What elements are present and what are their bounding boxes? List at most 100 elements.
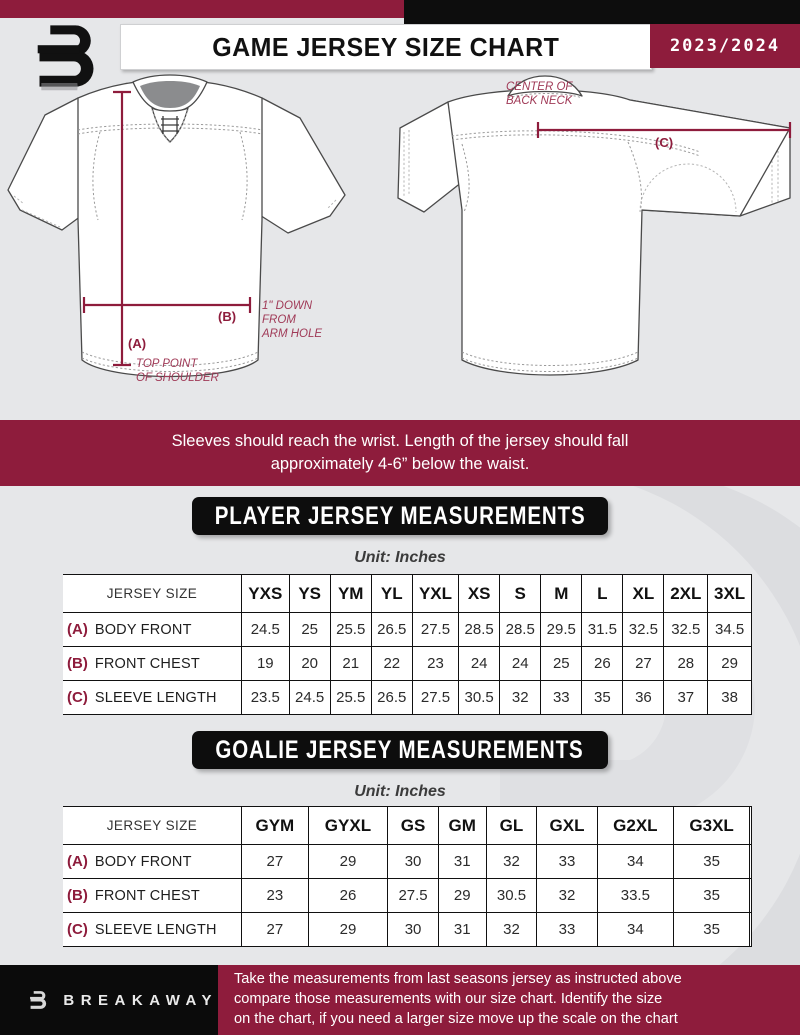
note-line-1: Sleeves should reach the wrist. Length o… bbox=[171, 431, 629, 450]
column-header-ym: YM bbox=[329, 574, 372, 613]
measurement-cell: 27 bbox=[622, 646, 665, 681]
measurement-cell: 28 bbox=[663, 646, 709, 681]
column-header-yl: YL bbox=[370, 574, 413, 613]
measurement-cell: 32.5 bbox=[663, 612, 709, 647]
table-header-row: JERSEY SIZE GYM GYXL GS GM GL GXL G2XL G3XL bbox=[63, 806, 752, 845]
top-accent-black bbox=[404, 0, 800, 18]
row-marker: (C) bbox=[67, 689, 88, 706]
goalie-unit-label: Unit: Inches bbox=[354, 783, 446, 800]
column-header-gym: GYM bbox=[241, 806, 309, 845]
goalie-section-heading-text: GOALIE JERSEY MEASUREMENTS bbox=[215, 735, 585, 764]
measurement-cell: 34.5 bbox=[707, 612, 752, 647]
season-badge: 2023/2024 bbox=[650, 24, 800, 68]
player-unit-label: Unit: Inches bbox=[354, 549, 446, 566]
measurement-cell: 30.5 bbox=[485, 878, 538, 913]
table-row: (B) FRONT CHEST 19 20 21 22 23 24 24 25 26 27 28 29 bbox=[63, 646, 752, 681]
measurement-cell: 28.5 bbox=[458, 612, 501, 647]
callout-b-label: (B) bbox=[218, 309, 236, 324]
callout-a-note-line2: OF SHOULDER bbox=[136, 372, 219, 384]
measurement-cell: 31.5 bbox=[581, 612, 624, 647]
column-header-g2xl: G2XL bbox=[596, 806, 674, 845]
measurement-cell: 25.5 bbox=[329, 612, 372, 647]
table-row: (A) BODY FRONT 27 29 30 31 32 33 34 35 bbox=[63, 844, 752, 879]
measurement-cell: 32 bbox=[485, 844, 538, 879]
callout-b-note-line3: ARM HOLE bbox=[261, 328, 322, 340]
footer: BREAKAWAY Take the measurements from las… bbox=[0, 965, 800, 1035]
footer-instructions-text: Take the measurements from last seasons … bbox=[234, 970, 682, 1029]
measurement-cell: 24.5 bbox=[288, 680, 331, 715]
measurement-cell: 32 bbox=[536, 878, 598, 913]
column-header-xs: XS bbox=[458, 574, 501, 613]
callout-b-note-line2: FROM bbox=[262, 314, 296, 326]
table-row: (C) SLEEVE LENGTH 23.5 24.5 25.5 26.5 27.5 30.5… bbox=[63, 680, 752, 715]
measurement-cell: 34 bbox=[596, 844, 674, 879]
measurement-cell: 29 bbox=[707, 646, 752, 681]
column-header-3xl: 3XL bbox=[707, 574, 752, 613]
measurement-cell: 37 bbox=[663, 680, 709, 715]
measurement-cell: 25.5 bbox=[329, 680, 372, 715]
row-marker: (B) bbox=[67, 887, 88, 904]
measurement-cell: 29.5 bbox=[540, 612, 583, 647]
measurement-cell: 26.5 bbox=[370, 612, 413, 647]
column-header-gyxl: GYXL bbox=[307, 806, 389, 845]
breakaway-b-logo-icon bbox=[30, 991, 47, 1009]
season-label: 2023/2024 bbox=[669, 36, 781, 56]
callout-c-note-line2: BACK NECK bbox=[506, 95, 574, 107]
row-name: BODY FRONT bbox=[94, 622, 192, 638]
jersey-size-header: JERSEY SIZE bbox=[63, 574, 242, 613]
column-header-g3xl: G3XL bbox=[672, 806, 751, 845]
row-name: FRONT CHEST bbox=[94, 888, 200, 904]
footer-instructions: Take the measurements from last seasons … bbox=[218, 965, 800, 1035]
measurement-cell: 27 bbox=[241, 912, 309, 947]
measurement-cell: 35 bbox=[581, 680, 624, 715]
measurement-cell: 29 bbox=[437, 878, 487, 913]
table-row: (A) BODY FRONT 24.5 25 25.5 26.5 27.5 28.5 28.5 2… bbox=[63, 612, 752, 647]
column-header-xl: XL bbox=[622, 574, 665, 613]
measurement-cell: 28.5 bbox=[499, 612, 542, 647]
footer-line-1: Take the measurements from last seasons … bbox=[234, 971, 682, 988]
jersey-front-illustration: (A) TOP POINT OF SHOULDER (B) 1" DOWN FR… bbox=[7, 74, 346, 384]
measurement-cell: 23 bbox=[411, 646, 460, 681]
player-section-heading-text: PLAYER JERSEY MEASUREMENTS bbox=[214, 501, 586, 530]
measurement-cell: 38 bbox=[707, 680, 752, 715]
measurement-cell: 26 bbox=[307, 878, 389, 913]
measurement-cell: 34 bbox=[596, 912, 674, 947]
callout-a-label: (A) bbox=[128, 336, 146, 351]
player-measurements-table: JERSEY SIZE YXS YS YM YL YXL XS S M L XL 2XL 3XL (A) B… bbox=[63, 574, 752, 715]
column-header-yxl: YXL bbox=[411, 574, 460, 613]
measurement-cell: 32 bbox=[485, 912, 538, 947]
row-name: SLEEVE LENGTH bbox=[94, 922, 217, 938]
player-section-heading: PLAYER JERSEY MEASUREMENTS bbox=[192, 497, 608, 535]
callout-b-note-line1: 1" DOWN bbox=[262, 300, 313, 312]
column-header-empty bbox=[749, 806, 752, 845]
measurement-cell: 22 bbox=[370, 646, 413, 681]
footer-line-2: compare those measurements with our size… bbox=[234, 991, 663, 1008]
measurement-cell: 30 bbox=[387, 912, 439, 947]
page-title: GAME JERSEY SIZE CHART bbox=[212, 31, 560, 62]
measurement-cell bbox=[749, 844, 752, 879]
row-marker: (A) bbox=[67, 621, 88, 638]
footer-brand-name: BREAKAWAY bbox=[63, 991, 218, 1009]
measurement-cell: 27.5 bbox=[411, 612, 460, 647]
measurement-cell: 20 bbox=[288, 646, 331, 681]
measurement-cell: 21 bbox=[329, 646, 372, 681]
table-row: (C) SLEEVE LENGTH 27 29 30 31 32 33 34 35 bbox=[63, 912, 752, 947]
measurement-cell: 33.5 bbox=[596, 878, 674, 913]
row-name: SLEEVE LENGTH bbox=[94, 690, 217, 706]
measurement-cell: 36 bbox=[622, 680, 665, 715]
row-label: (A) BODY FRONT bbox=[63, 844, 242, 879]
callout-c-note-line1: CENTER OF bbox=[506, 81, 573, 93]
row-name: FRONT CHEST bbox=[94, 656, 200, 672]
footer-line-3: on the chart, if you need a larger size … bbox=[234, 1010, 678, 1027]
top-accent-bar bbox=[0, 0, 800, 18]
measurement-cell: 27.5 bbox=[387, 878, 439, 913]
measurement-cell: 26.5 bbox=[370, 680, 413, 715]
row-label: (C) SLEEVE LENGTH bbox=[63, 680, 242, 715]
measurement-cell: 35 bbox=[672, 844, 751, 879]
measurement-cell: 31 bbox=[437, 912, 487, 947]
measurement-cell bbox=[749, 912, 752, 947]
measurement-cell: 26 bbox=[581, 646, 624, 681]
jersey-illustrations: .outl{fill:#ffffff;stroke:#4a4a4a;stroke… bbox=[7, 74, 792, 384]
jersey-size-header: JERSEY SIZE bbox=[63, 806, 242, 845]
measurement-cell: 19 bbox=[241, 646, 290, 681]
